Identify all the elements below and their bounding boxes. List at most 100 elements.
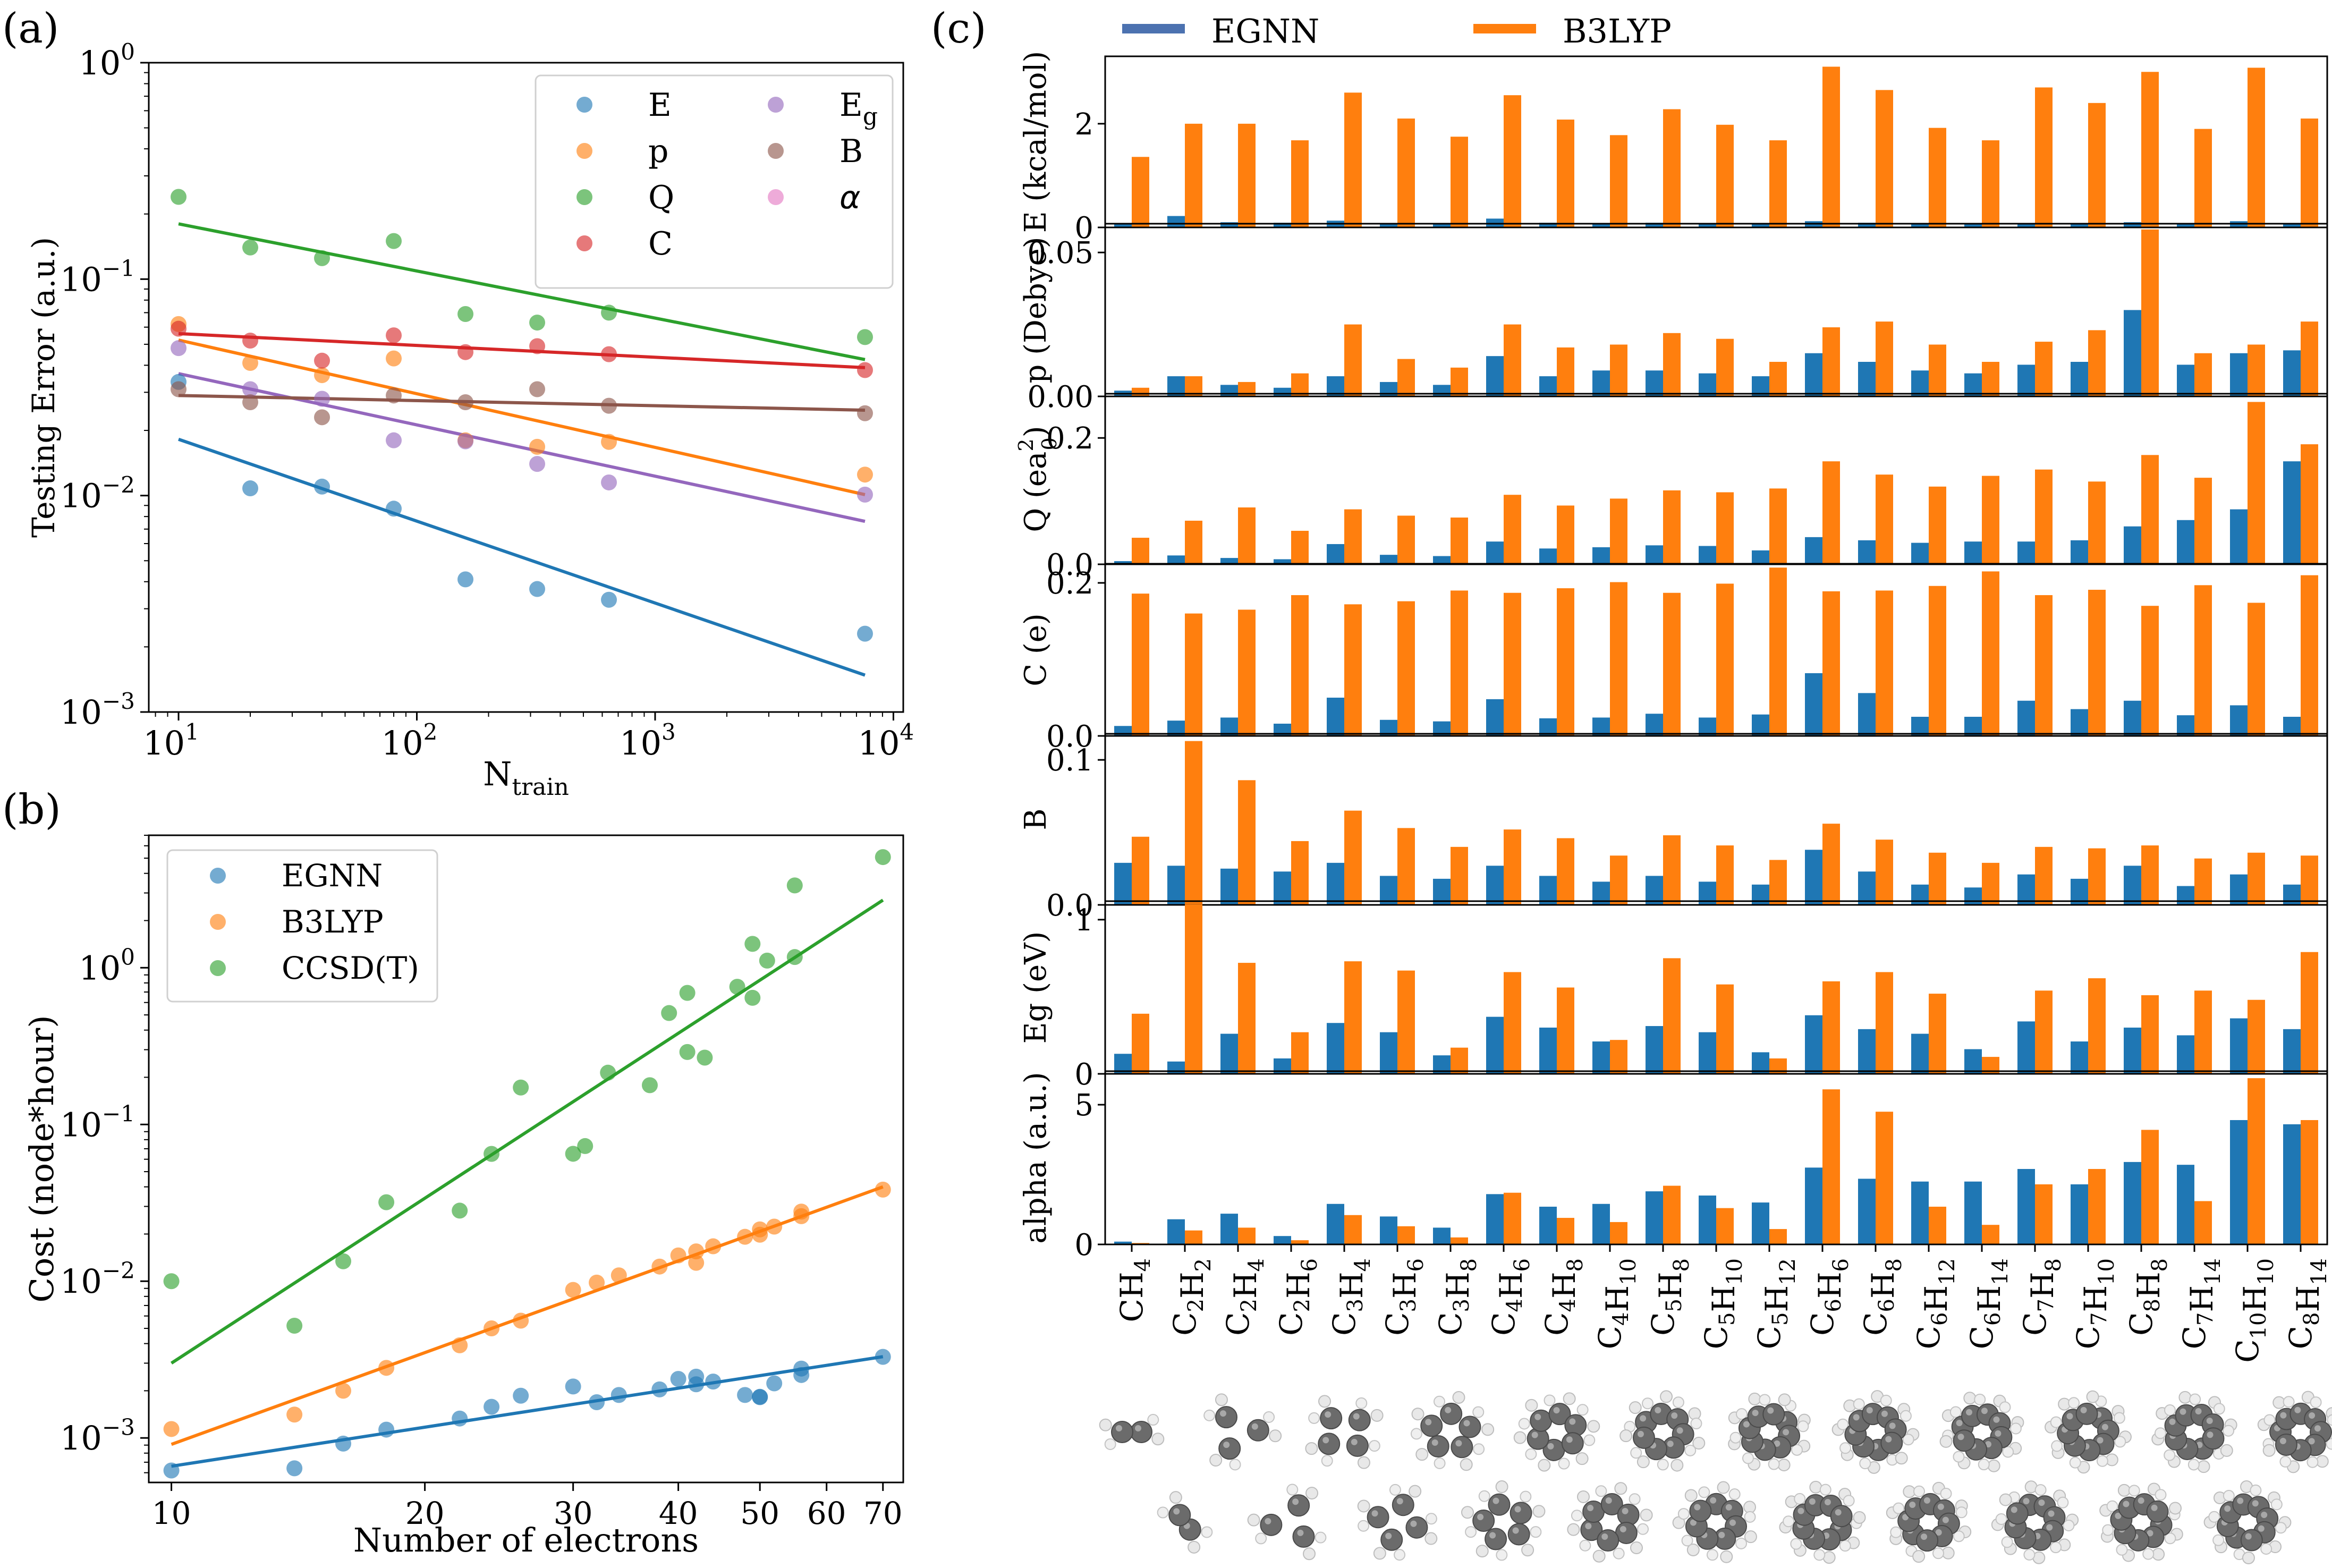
point-a-B	[314, 409, 330, 426]
formula-element: C	[1326, 1312, 1362, 1336]
formula-count: 2	[1191, 1258, 1216, 1272]
bar-b3lyp-Eg	[1557, 987, 1574, 1074]
hydrogen-atom	[2002, 1446, 2014, 1458]
bar-b3lyp-Q	[1716, 492, 1734, 564]
y-tick-label-b-2: 10−1	[60, 1100, 135, 1144]
hydrogen-atom	[1777, 1459, 1791, 1472]
carbon-atom	[1597, 1529, 1619, 1552]
carbon-highlight	[2258, 1525, 2265, 1532]
hydrogen-atom	[1460, 1458, 1473, 1471]
bar-b3lyp-Eg	[1132, 1013, 1149, 1074]
carbon-highlight	[1463, 1420, 1470, 1427]
legend-label-c-B3LYP: B3LYP	[1563, 12, 1672, 50]
point-b-CCSD	[744, 989, 761, 1006]
y-tick-label-c-C-1: 0.2	[1046, 566, 1093, 601]
carbon-highlight	[2308, 1438, 2315, 1445]
formula-count: 10	[2254, 1258, 2278, 1285]
bar-egnn-alpha	[1858, 1179, 1876, 1244]
point-a-Q	[171, 189, 187, 205]
bar-egnn-E	[2177, 223, 2194, 227]
hydrogen-atom	[1583, 1434, 1596, 1446]
bar-egnn-Eg	[1592, 1041, 1610, 1074]
formula-element: C	[2283, 1326, 2319, 1349]
formula-count: 6	[1821, 1299, 1846, 1312]
bar-egnn-E	[1699, 224, 1716, 227]
axes-frame-c-E	[1104, 55, 2328, 228]
y-tick-label-a-3: 100	[79, 39, 135, 82]
carbon-highlight	[1173, 1508, 1180, 1515]
bar-egnn-Eg	[1220, 1033, 1238, 1074]
hydrogen-atom	[1813, 1549, 1826, 1561]
hydrogen-atom	[1843, 1495, 1855, 1507]
y-axis-label-c-B: B	[1019, 808, 1053, 830]
hydrogen-atom	[2187, 1459, 2200, 1471]
carbon-highlight	[1853, 1414, 1860, 1421]
point-a-E	[529, 581, 546, 597]
bar-b3lyp-C	[1876, 590, 1893, 736]
formula-element: H	[2024, 1272, 2060, 1299]
x-tick-label-c-16: C6H14	[1964, 1258, 2013, 1349]
bar-b3lyp-p	[1822, 327, 1840, 396]
molecule-14	[1831, 1390, 1920, 1474]
carbon-atom	[2240, 1529, 2263, 1552]
carbon-highlight	[1619, 1525, 1626, 1532]
bar-b3lyp-p	[2194, 353, 2212, 396]
formula-count: 8	[2148, 1258, 2172, 1272]
formula-count: 10	[1616, 1258, 1641, 1285]
carbon-highlight	[1909, 1502, 1916, 1508]
bar-b3lyp-Q	[1610, 498, 1627, 564]
molecule-16	[1939, 1392, 2024, 1472]
formula-element: H	[1440, 1272, 1476, 1299]
formula-element: C	[1167, 1312, 1203, 1336]
legend-label-a-main: E	[839, 87, 863, 124]
formula-element: H	[1281, 1272, 1317, 1299]
x-tick-label-c-19: C8H8	[2123, 1258, 2172, 1336]
bar-b3lyp-E	[1716, 124, 1734, 227]
point-a-C	[242, 333, 259, 349]
point-a-B	[171, 381, 187, 397]
hydrogen-atom	[1389, 1484, 1401, 1496]
x-tick-label-b-6: 70	[863, 1495, 903, 1531]
fit-line-a-C	[178, 332, 866, 369]
hydrogen-atom	[1720, 1550, 1733, 1563]
carbon-highlight	[1512, 1527, 1519, 1534]
bar-egnn-alpha	[2017, 1169, 2035, 1244]
carbon-highlight	[1881, 1410, 1888, 1417]
bar-egnn-alpha	[2283, 1124, 2301, 1244]
molecule-6	[1410, 1391, 1495, 1471]
formula-count: 3	[1343, 1299, 1368, 1312]
legend-label-a-E: E	[648, 87, 672, 124]
hydrogen-atom	[1415, 1448, 1429, 1461]
bar-b3lyp-C	[1397, 601, 1415, 736]
legend-label-a-B: B	[839, 133, 863, 170]
point-b-B3LYP	[610, 1267, 627, 1284]
point-a-C	[457, 344, 474, 360]
formula-count: 2	[1237, 1299, 1261, 1312]
hydrogen-atom	[1657, 1459, 1669, 1471]
hydrogen-atom	[1742, 1452, 1754, 1464]
carbon-highlight	[2195, 1408, 2202, 1415]
formula-element: H	[2237, 1285, 2273, 1312]
carbon-highlight	[1694, 1504, 1701, 1511]
molecule-10	[1619, 1390, 1706, 1472]
carbon-highlight	[1585, 1523, 1592, 1530]
bar-egnn-Q	[1433, 556, 1451, 564]
x-tick-label-c-10: C5H8	[1645, 1258, 1694, 1336]
bar-b3lyp-E	[2248, 67, 2265, 227]
point-a-C	[314, 352, 330, 369]
carbon-highlight	[2261, 1512, 2268, 1519]
hydrogen-atom	[1461, 1506, 1474, 1519]
hydrogen-atom	[1411, 1408, 1424, 1421]
bar-b3lyp-p	[1663, 333, 1681, 396]
bar-b3lyp-B	[1397, 828, 1415, 905]
x-tick-label-c-8: C4H8	[1539, 1258, 1588, 1336]
hydrogen-atom	[1104, 1438, 1116, 1450]
bar-egnn-C	[1486, 699, 1504, 736]
hydrogen-atom	[2057, 1496, 2069, 1508]
bar-b3lyp-p	[1610, 344, 1627, 396]
bar-b3lyp-E	[1291, 140, 1309, 227]
bar-b3lyp-C	[1291, 595, 1309, 736]
hydrogen-atom	[1880, 1394, 1892, 1406]
